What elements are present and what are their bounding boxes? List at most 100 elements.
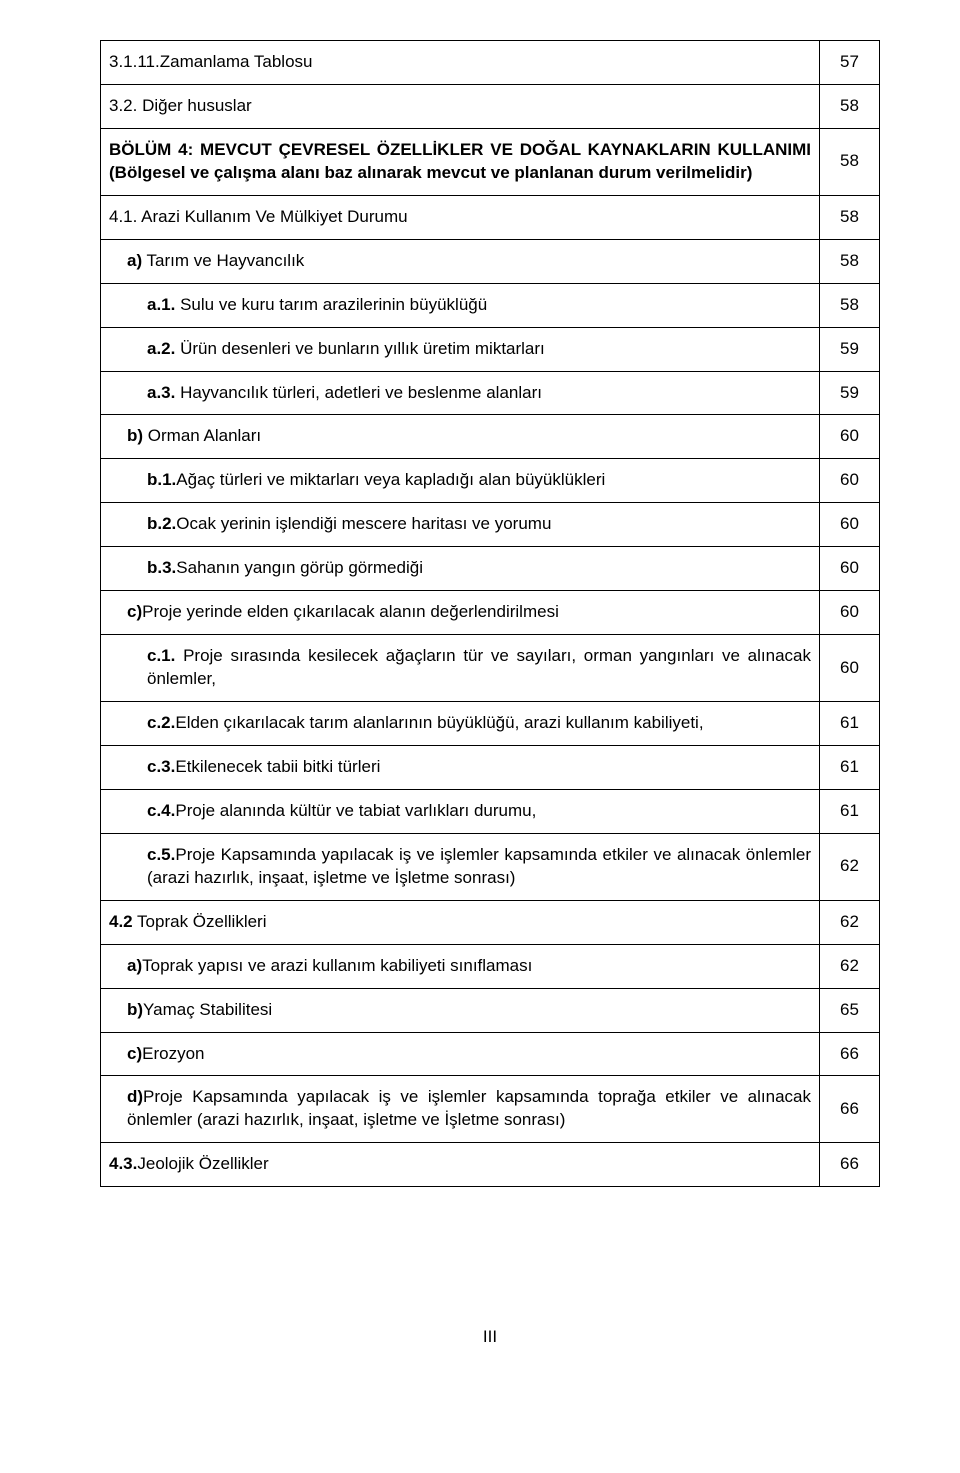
toc-entry-rest: Proje yerinde elden çıkarılacak alanın d…: [142, 602, 559, 621]
toc-entry-rest: Ocak yerinin işlendiği mescere haritası …: [176, 514, 551, 533]
toc-entry-page: 60: [820, 635, 880, 702]
toc-entry-page: 60: [820, 547, 880, 591]
toc-entry-text: a)Toprak yapısı ve arazi kullanım kabili…: [101, 944, 820, 988]
toc-row: b.3.Sahanın yangın görüp görmediği60: [101, 547, 880, 591]
toc-entry-page: 66: [820, 1143, 880, 1187]
toc-entry-rest: Elden çıkarılacak tarım alanlarının büyü…: [175, 713, 703, 732]
toc-entry-text: c.2.Elden çıkarılacak tarım alanlarının …: [101, 702, 820, 746]
toc-row: b)Yamaç Stabilitesi65: [101, 988, 880, 1032]
toc-entry-text: b.2.Ocak yerinin işlendiği mescere harit…: [101, 503, 820, 547]
toc-entry-text: 4.3.Jeolojik Özellikler: [101, 1143, 820, 1187]
toc-row: a.3. Hayvancılık türleri, adetleri ve be…: [101, 371, 880, 415]
toc-row: 4.1. Arazi Kullanım Ve Mülkiyet Durumu58: [101, 195, 880, 239]
toc-entry-page: 61: [820, 745, 880, 789]
toc-entry-rest: Orman Alanları: [143, 426, 261, 445]
toc-entry-text: 4.2 Toprak Özellikleri: [101, 900, 820, 944]
toc-entry-text: c.3.Etkilenecek tabii bitki türleri: [101, 745, 820, 789]
toc-entry-page: 60: [820, 503, 880, 547]
toc-entry-label: BÖLÜM 4: MEVCUT ÇEVRESEL ÖZELLİKLER VE D…: [109, 140, 811, 182]
toc-entry-prefix: c.1.: [147, 646, 175, 665]
toc-entry-prefix: c.5.: [147, 845, 175, 864]
toc-entry-page: 61: [820, 702, 880, 746]
toc-entry-rest: Etkilenecek tabii bitki türleri: [175, 757, 380, 776]
toc-entry-rest: Sahanın yangın görüp görmediği: [176, 558, 423, 577]
toc-entry-page: 60: [820, 591, 880, 635]
toc-entry-text: 4.1. Arazi Kullanım Ve Mülkiyet Durumu: [101, 195, 820, 239]
toc-entry-text: b.3.Sahanın yangın görüp görmediği: [101, 547, 820, 591]
toc-entry-page: 58: [820, 283, 880, 327]
toc-entry-text: b)Yamaç Stabilitesi: [101, 988, 820, 1032]
toc-entry-prefix: 4.2: [109, 912, 133, 931]
toc-entry-text: a.3. Hayvancılık türleri, adetleri ve be…: [101, 371, 820, 415]
toc-entry-text: c)Proje yerinde elden çıkarılacak alanın…: [101, 591, 820, 635]
toc-entry-page: 58: [820, 128, 880, 195]
toc-entry-rest: Proje Kapsamında yapılacak iş ve işlemle…: [127, 1087, 811, 1129]
toc-entry-rest: Tarım ve Hayvancılık: [142, 251, 304, 270]
toc-entry-prefix: c.3.: [147, 757, 175, 776]
toc-row: 4.3.Jeolojik Özellikler66: [101, 1143, 880, 1187]
toc-row: a) Tarım ve Hayvancılık58: [101, 239, 880, 283]
toc-entry-prefix: a): [127, 956, 142, 975]
toc-entry-rest: Proje Kapsamında yapılacak iş ve işlemle…: [147, 845, 811, 887]
toc-row: BÖLÜM 4: MEVCUT ÇEVRESEL ÖZELLİKLER VE D…: [101, 128, 880, 195]
toc-row: 4.2 Toprak Özellikleri62: [101, 900, 880, 944]
toc-row: c.2.Elden çıkarılacak tarım alanlarının …: [101, 702, 880, 746]
toc-entry-page: 65: [820, 988, 880, 1032]
toc-entry-text: a) Tarım ve Hayvancılık: [101, 239, 820, 283]
toc-entry-text: c)Erozyon: [101, 1032, 820, 1076]
toc-entry-page: 57: [820, 41, 880, 85]
toc-entry-prefix: b): [127, 426, 143, 445]
toc-entry-rest: Ağaç türleri ve miktarları veya kapladığ…: [176, 470, 605, 489]
toc-entry-text: a.2. Ürün desenleri ve bunların yıllık ü…: [101, 327, 820, 371]
toc-entry-label: 4.1. Arazi Kullanım Ve Mülkiyet Durumu: [109, 207, 408, 226]
toc-row: c.4.Proje alanında kültür ve tabiat varl…: [101, 789, 880, 833]
toc-entry-text: b.1.Ağaç türleri ve miktarları veya kapl…: [101, 459, 820, 503]
toc-entry-label: 3.1.11.Zamanlama Tablosu: [109, 52, 313, 71]
toc-entry-label: 3.2. Diğer hususlar: [109, 96, 252, 115]
toc-entry-rest: Proje sırasında kesilecek ağaçların tür …: [147, 646, 811, 688]
toc-row: a)Toprak yapısı ve arazi kullanım kabili…: [101, 944, 880, 988]
toc-entry-rest: Proje alanında kültür ve tabiat varlıkla…: [175, 801, 536, 820]
toc-entry-rest: Toprak Özellikleri: [133, 912, 267, 931]
toc-entry-prefix: c): [127, 602, 142, 621]
toc-entry-rest: Toprak yapısı ve arazi kullanım kabiliye…: [142, 956, 532, 975]
toc-entry-page: 62: [820, 833, 880, 900]
toc-entry-page: 60: [820, 459, 880, 503]
toc-entry-prefix: a.2.: [147, 339, 175, 358]
toc-entry-rest: Yamaç Stabilitesi: [143, 1000, 272, 1019]
toc-row: b.1.Ağaç türleri ve miktarları veya kapl…: [101, 459, 880, 503]
toc-entry-prefix: c): [127, 1044, 142, 1063]
toc-entry-rest: Jeolojik Özellikler: [137, 1154, 268, 1173]
toc-entry-rest: Sulu ve kuru tarım arazilerinin büyüklüğ…: [175, 295, 487, 314]
toc-entry-page: 62: [820, 944, 880, 988]
toc-row: a.1. Sulu ve kuru tarım arazilerinin büy…: [101, 283, 880, 327]
toc-entry-text: a.1. Sulu ve kuru tarım arazilerinin büy…: [101, 283, 820, 327]
toc-entry-page: 59: [820, 327, 880, 371]
toc-entry-prefix: d): [127, 1087, 143, 1106]
toc-row: c.5.Proje Kapsamında yapılacak iş ve işl…: [101, 833, 880, 900]
document-page: 3.1.11.Zamanlama Tablosu573.2. Diğer hus…: [0, 0, 960, 1377]
toc-entry-text: BÖLÜM 4: MEVCUT ÇEVRESEL ÖZELLİKLER VE D…: [101, 128, 820, 195]
toc-entry-prefix: b.2.: [147, 514, 176, 533]
toc-row: a.2. Ürün desenleri ve bunların yıllık ü…: [101, 327, 880, 371]
toc-entry-text: 3.1.11.Zamanlama Tablosu: [101, 41, 820, 85]
toc-entry-text: d)Proje Kapsamında yapılacak iş ve işlem…: [101, 1076, 820, 1143]
toc-entry-prefix: b.1.: [147, 470, 176, 489]
toc-row: c)Erozyon66: [101, 1032, 880, 1076]
toc-entry-rest: Ürün desenleri ve bunların yıllık üretim…: [175, 339, 544, 358]
toc-entry-prefix: b): [127, 1000, 143, 1019]
toc-table: 3.1.11.Zamanlama Tablosu573.2. Diğer hus…: [100, 40, 880, 1187]
toc-entry-text: c.5.Proje Kapsamında yapılacak iş ve işl…: [101, 833, 820, 900]
page-number-footer: III: [100, 1327, 880, 1347]
toc-row: d)Proje Kapsamında yapılacak iş ve işlem…: [101, 1076, 880, 1143]
toc-entry-prefix: a): [127, 251, 142, 270]
toc-row: 3.2. Diğer hususlar58: [101, 84, 880, 128]
toc-entry-page: 60: [820, 415, 880, 459]
toc-entry-rest: Hayvancılık türleri, adetleri ve beslenm…: [175, 383, 542, 402]
toc-entry-text: c.1. Proje sırasında kesilecek ağaçların…: [101, 635, 820, 702]
toc-row: c.3.Etkilenecek tabii bitki türleri61: [101, 745, 880, 789]
toc-entry-page: 61: [820, 789, 880, 833]
toc-entry-rest: Erozyon: [142, 1044, 204, 1063]
toc-entry-prefix: b.3.: [147, 558, 176, 577]
toc-entry-page: 59: [820, 371, 880, 415]
